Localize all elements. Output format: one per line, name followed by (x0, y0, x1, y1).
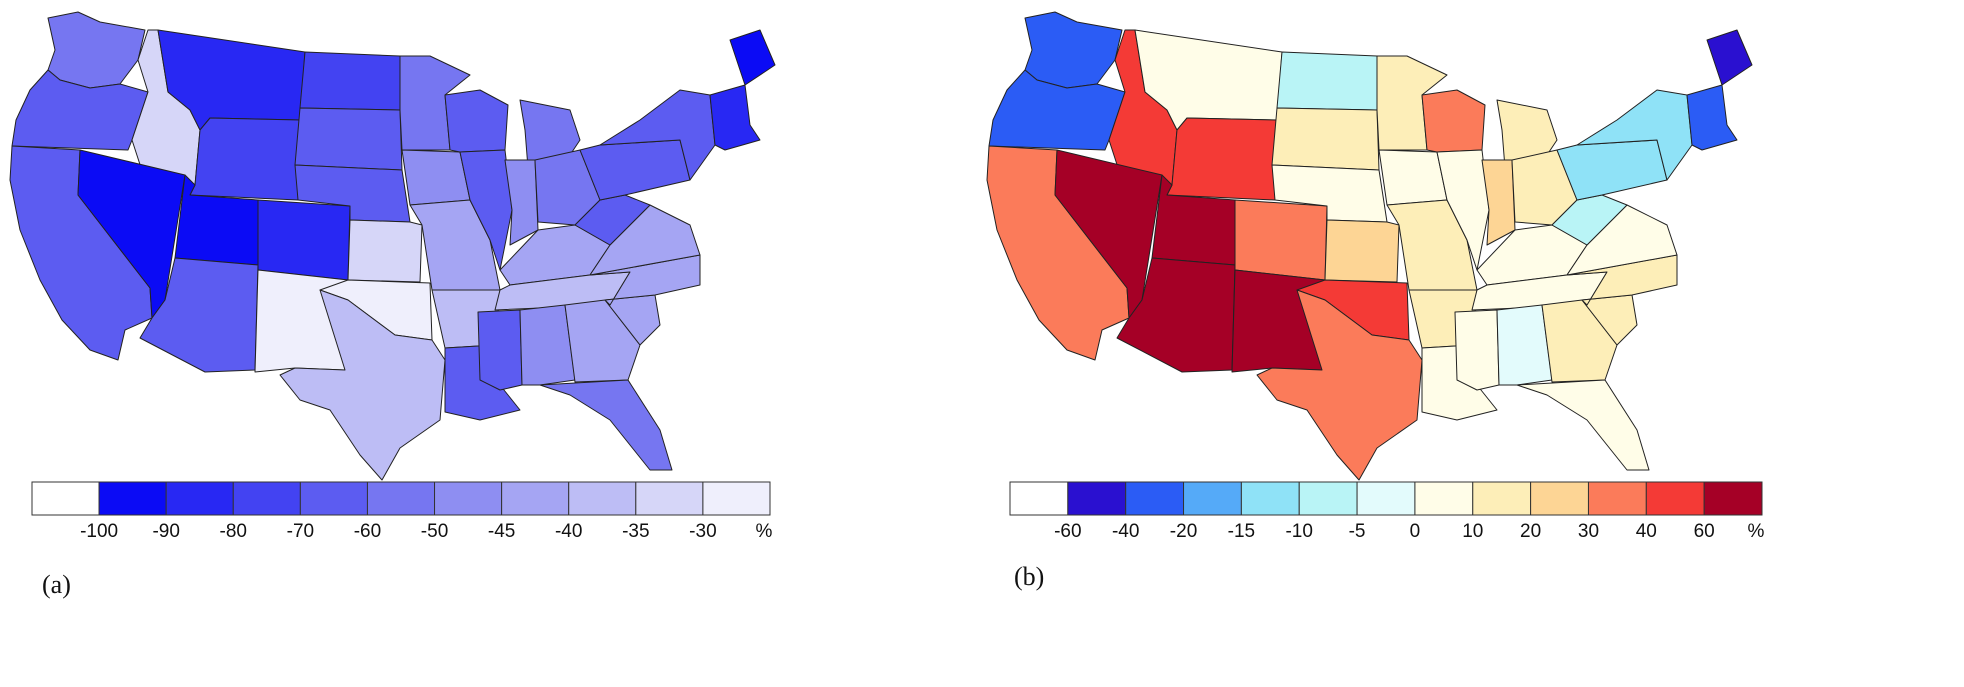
legend-swatch (1356, 481, 1416, 516)
legend-tick-label: -40 (555, 521, 582, 542)
panel-label-a: (a) (42, 570, 71, 599)
legend-swatch (299, 481, 368, 516)
legend-tick-label: -80 (220, 521, 247, 542)
legend-swatch (165, 481, 234, 516)
legend-tick-label: -70 (287, 521, 314, 542)
map-panel-a: (a) -100 -90 -80 -70 -60 -50 -45 -40 -35 -30% (9, 11, 776, 599)
legend-tick-label: -30 (689, 521, 716, 542)
state-me (1706, 29, 1753, 86)
legend-tick-label: -50 (421, 521, 448, 542)
state-va (1566, 204, 1678, 276)
legend-swatch (1703, 481, 1763, 516)
legend-swatch (702, 481, 771, 516)
legend-swatch (568, 481, 637, 516)
state-al (1496, 304, 1553, 386)
color-legend-b: -60 -40 -20 -15 -10 -5 0 10 20 30 40 60% (1009, 481, 1765, 542)
legend-swatch (31, 481, 100, 516)
state-va (589, 204, 701, 276)
legend-swatch (1183, 481, 1242, 516)
legend-unit-label: % (1748, 521, 1765, 542)
legend-tick-label: -5 (1349, 521, 1366, 542)
state-in (1481, 159, 1516, 246)
legend-tick-label: -60 (1054, 521, 1081, 542)
state-nc (589, 254, 701, 306)
legend-tick-label: 20 (1520, 521, 1541, 542)
state-ga (1541, 299, 1618, 383)
legend-swatch (232, 481, 301, 516)
legend-tick-label: 30 (1578, 521, 1599, 542)
legend-tick-label: -40 (1112, 521, 1139, 542)
panel-label-b: (b) (1014, 562, 1045, 591)
legend-tick-label: -10 (1285, 521, 1312, 542)
legend-tick-label: -45 (488, 521, 515, 542)
state-ks (1324, 219, 1400, 283)
legend-tick-label: 60 (1694, 521, 1715, 542)
legend-swatch (1067, 481, 1127, 516)
legend-swatch (501, 481, 570, 516)
state-ga (564, 299, 641, 383)
state-me (729, 29, 776, 86)
legend-swatch (1472, 481, 1532, 516)
legend-tick-label: 0 (1410, 521, 1421, 542)
legend-swatch (98, 481, 167, 516)
legend-swatch (1298, 481, 1358, 516)
legend-tick-label: -35 (622, 521, 649, 542)
legend-swatch (366, 481, 436, 516)
state-al (519, 304, 576, 386)
legend-swatch (1240, 481, 1300, 516)
legend-swatch (1414, 481, 1474, 516)
legend-swatch (434, 481, 503, 516)
legend-tick-label: -90 (152, 521, 179, 542)
state-ms (477, 309, 523, 391)
us-choropleth-map-a (9, 11, 776, 481)
map-panel-b: (b) -60 -40 -20 -15 -10 -5 0 10 20 30 40 60% (982, 0, 1964, 687)
state-wv (574, 194, 651, 246)
state-nc (1566, 254, 1678, 306)
state-in (504, 159, 539, 246)
state-ks (347, 219, 423, 283)
legend-swatch (1530, 481, 1589, 516)
legend-tick-label: 40 (1636, 521, 1657, 542)
legend-swatch (635, 481, 704, 516)
state-fl (1516, 379, 1650, 471)
legend-tick-label: -15 (1228, 521, 1255, 542)
legend-swatch (1125, 481, 1185, 516)
legend-tick-label: -60 (354, 521, 381, 542)
state-fl (539, 379, 673, 471)
legend-tick-label: -100 (80, 521, 118, 542)
color-legend-a: -100 -90 -80 -70 -60 -50 -45 -40 -35 -30% (31, 481, 773, 542)
legend-tick-label: 10 (1462, 521, 1483, 542)
legend-swatch (1645, 481, 1705, 516)
state-tx (279, 289, 446, 481)
legend-swatch (1587, 481, 1647, 516)
state-ms (1454, 309, 1500, 391)
legend-unit-label: % (756, 521, 773, 542)
legend-tick-label: -20 (1170, 521, 1197, 542)
legend-swatch (1009, 481, 1069, 516)
state-wv (1551, 194, 1628, 246)
us-choropleth-map-b (986, 11, 1753, 481)
state-tx (1256, 289, 1423, 481)
